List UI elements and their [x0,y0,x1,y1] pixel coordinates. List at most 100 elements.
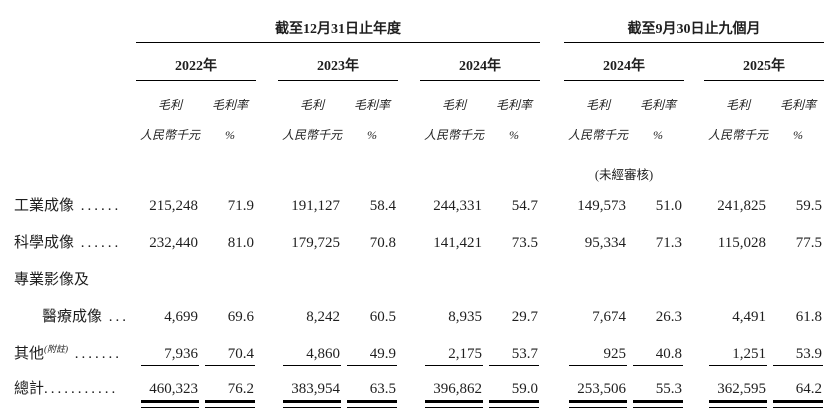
unit-header-row: 人民幣千元 % 人民幣千元 % 人民幣千元 % 人民幣千元 % 人民幣千元 % [6,113,824,143]
row-label: 總計........... [14,381,119,397]
table-row-total: 總計........... 460,323 76.2 383,954 63.5 … [6,370,824,411]
unit-rmb-header: 人民幣千元 [281,128,342,142]
value-cell: 77.5 [795,235,823,251]
value-cell [488,259,540,296]
value-cell: 8,935 [448,309,482,325]
leader-dots: ...... [74,235,122,251]
value-cell [346,259,398,296]
unit-rmb-header: 人民幣千元 [423,128,484,142]
value-cell: 59.5 [795,198,823,214]
unaudited-note-row: (未經審核) [6,143,824,185]
unaudited-note: (未經審核) [594,168,654,182]
leader-dots: ... [102,309,130,325]
table-row-others: 其他(附註) ....... 7,936 70.4 4,860 49.9 2,1… [6,333,824,370]
table-row-scientific-imaging: 科學成像 ...... 232,440 81.0 179,725 70.8 14… [6,222,824,259]
value-cell: 60.5 [369,309,396,325]
value-cell: 70.8 [369,235,396,251]
row-label: 科學成像 ...... [14,235,122,251]
row-label: 其他(附註) ....... [14,344,123,362]
gross-margin-header: 毛利率 [780,98,817,112]
value-cell: 76.2 [204,370,256,411]
gross-profit-header: 毛利 [157,98,182,112]
value-cell: 59.0 [488,370,540,411]
row-label: 專業影像及 [14,272,90,288]
gross-profit-header: 毛利 [441,98,466,112]
year-2022: 2022年 [136,42,256,81]
gross-margin-header: 毛利率 [639,98,676,112]
row-label: 醫療成像 ... [42,309,130,325]
empty-corner [6,4,136,42]
value-cell: 73.5 [511,235,538,251]
period-group-header-row: 截至12月31日止年度 截至9月30日止九個月 [6,4,825,43]
value-cell: 179,725 [291,235,340,251]
gross-margin-header: 毛利率 [211,98,248,112]
value-cell: 1,251 [704,333,772,370]
value-cell [278,259,346,296]
value-cell: 26.3 [655,309,682,325]
unit-rmb-header: 人民幣千元 [707,128,768,142]
value-cell [420,259,488,296]
value-cell: 362,595 [704,370,772,411]
leader-dots: ...... [74,198,122,214]
year-2024: 2024年 [420,42,540,81]
value-cell: 49.9 [346,333,398,370]
value-cell: 241,825 [717,198,766,214]
year-2023: 2023年 [278,42,398,81]
value-cell: 4,860 [278,333,346,370]
value-cell: 8,242 [306,309,340,325]
value-cell: 71.3 [655,235,682,251]
gross-margin-header: 毛利率 [353,98,390,112]
value-cell [632,259,684,296]
gross-profit-header: 毛利 [725,98,750,112]
value-cell [704,259,772,296]
value-cell [564,259,632,296]
value-cell: 149,573 [577,198,626,214]
period-group-annual: 截至12月31日止年度 [136,4,540,43]
gross-profit-header: 毛利 [585,98,610,112]
value-cell: 29.7 [511,309,538,325]
value-cell: 53.9 [772,333,824,370]
value-cell: 61.8 [795,309,823,325]
value-cell: 40.8 [632,333,684,370]
year-header-row: 2022年 2023年 2024年 2024年 2025年 [6,42,825,81]
value-cell: 81.0 [227,235,254,251]
value-cell: 70.4 [204,333,256,370]
value-cell: 58.4 [369,198,396,214]
unit-percent-header: % [793,128,804,142]
year-2025-nine-months: 2025年 [704,42,825,81]
value-cell: 63.5 [346,370,398,411]
financial-table: 截至12月31日止年度 截至9月30日止九個月 2022年 2023年 2024… [6,4,825,411]
leader-dots: ........... [44,381,119,397]
value-cell: 244,331 [433,198,482,214]
unit-percent-header: % [367,128,377,142]
value-cell: 7,674 [592,309,626,325]
value-cell: 64.2 [772,370,824,411]
value-cell: 115,028 [717,235,766,251]
value-cell: 925 [564,333,632,370]
value-cell: 215,248 [149,198,198,214]
value-cell: 4,699 [164,309,198,325]
leader-dots: ....... [68,346,123,362]
value-cell: 69.6 [227,309,254,325]
row-label: 工業成像 ...... [14,198,122,214]
value-cell: 51.0 [655,198,682,214]
footnote-marker: (附註) [44,344,69,354]
value-cell: 95,334 [584,235,626,251]
value-cell: 253,506 [564,370,632,411]
gross-profit-header: 毛利 [299,98,324,112]
gross-margin-header: 毛利率 [495,98,532,112]
measure-header-row: 毛利 毛利率 毛利 毛利率 毛利 毛利率 毛利 毛利率 毛利 毛利率 [6,80,824,113]
value-cell [136,259,204,296]
value-cell: 383,954 [278,370,346,411]
value-cell [772,259,824,296]
table-row-industrial-imaging: 工業成像 ...... 215,248 71.9 191,127 58.4 24… [6,185,824,222]
value-cell [204,259,256,296]
unit-rmb-header: 人民幣千元 [567,128,628,142]
unit-percent-header: % [225,128,235,142]
value-cell: 71.9 [227,198,254,214]
unit-rmb-header: 人民幣千元 [139,128,200,142]
unit-percent-header: % [509,128,519,142]
value-cell: 7,936 [136,333,204,370]
value-cell: 55.3 [632,370,684,411]
year-2024-nine-months: 2024年 [564,42,684,81]
